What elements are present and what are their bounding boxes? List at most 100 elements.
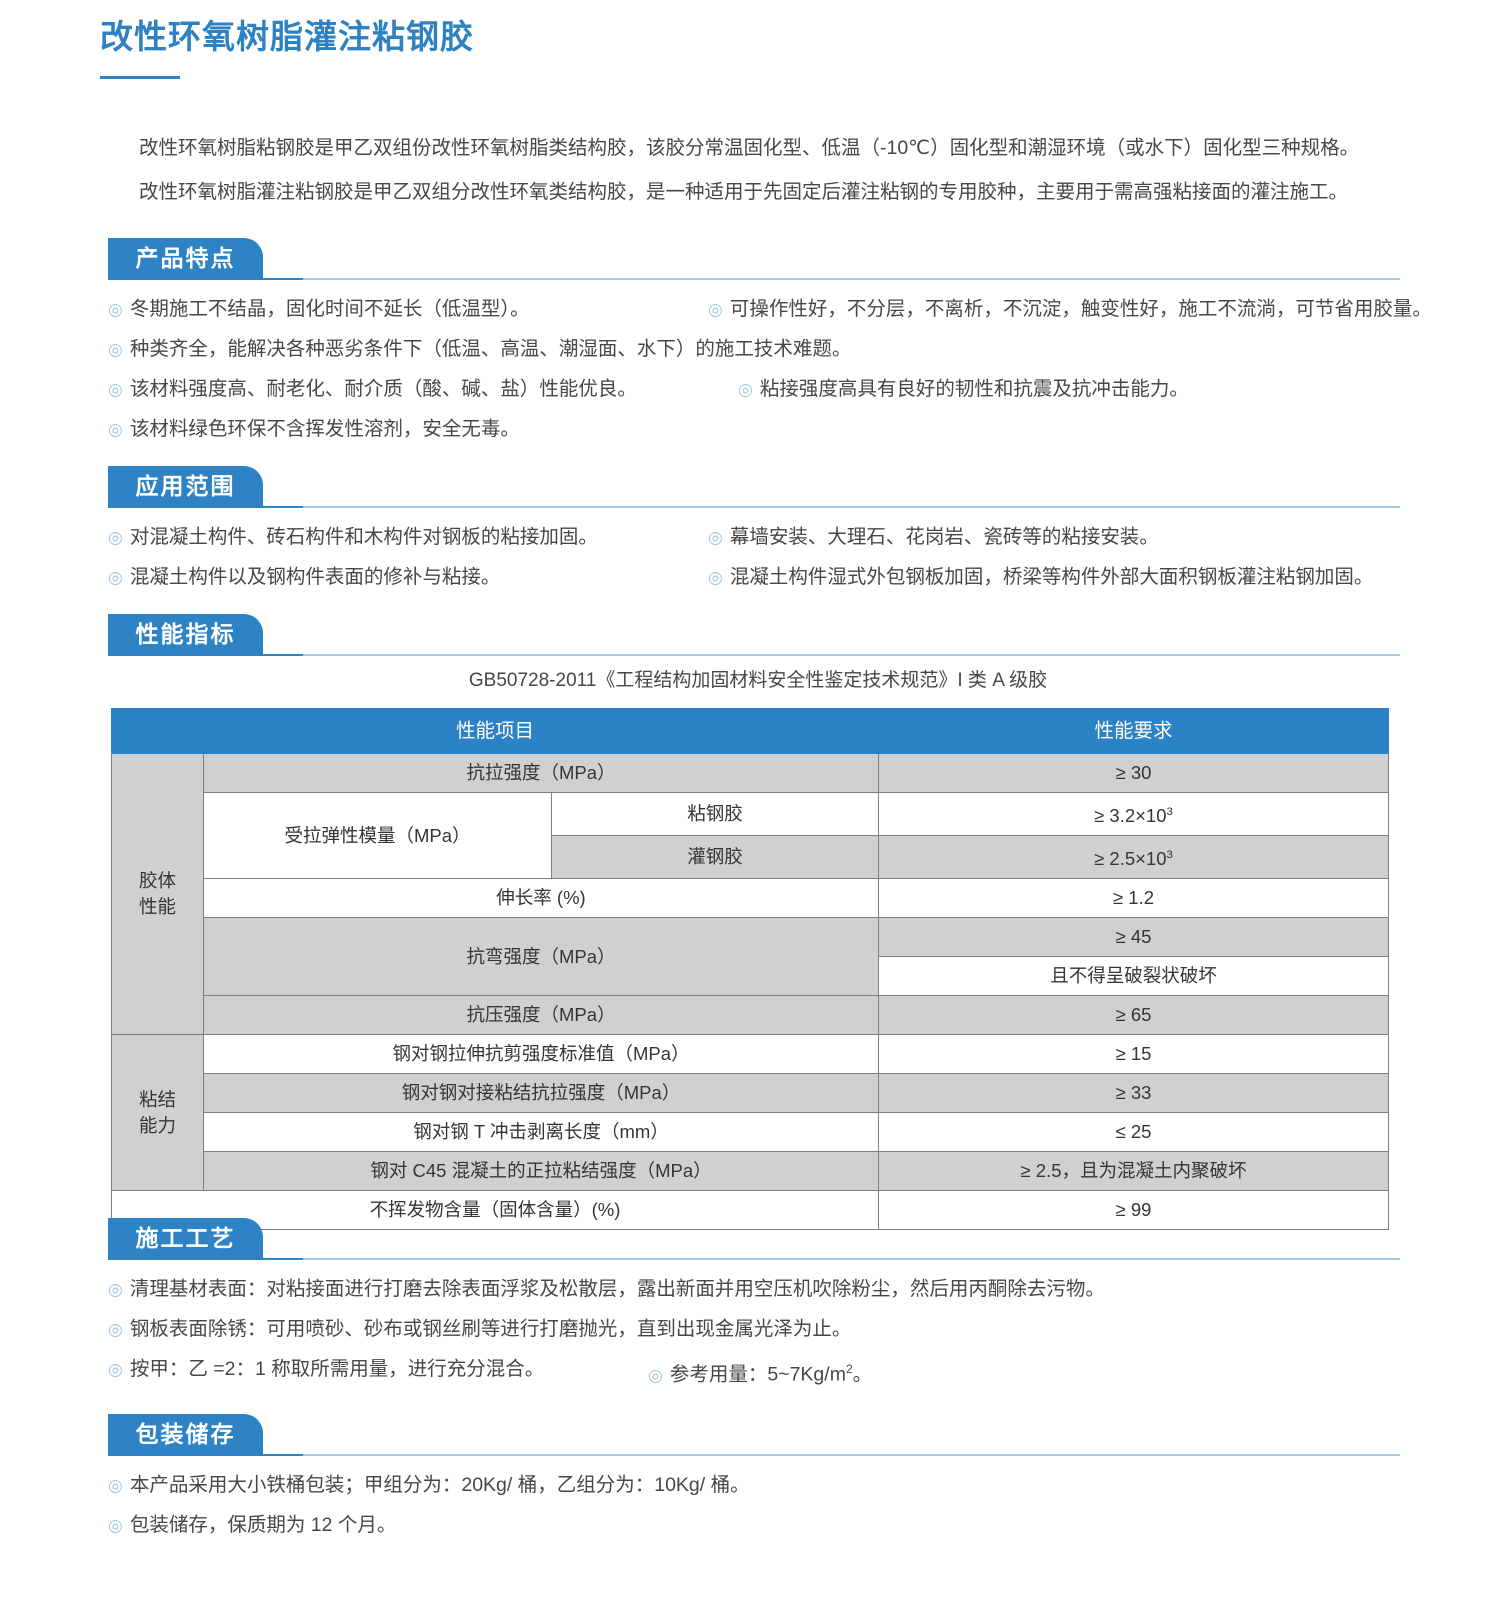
section-badge-performance: 性能指标 <box>108 614 263 654</box>
section-rule <box>108 1258 1400 1260</box>
cell-item: 受拉弹性模量（MPa） <box>203 791 552 880</box>
section-rule <box>108 654 1400 656</box>
dosage-exponent: 2 <box>845 1362 853 1376</box>
bullet-icon: ◎ <box>108 300 123 319</box>
process-list: ◎ 清理基材表面：对粘接面进行打磨去除表面浮浆及松散层，露出新面并用空压机吹除粉… <box>108 1274 1408 1391</box>
cell-requirement: ≥ 2.5×103 <box>878 835 1390 880</box>
section-badge-packaging: 包装储存 <box>108 1414 263 1454</box>
list-item: ◎ 对混凝土构件、砖石构件和木构件对钢板的粘接加固。 ◎ 幕墙安装、大理石、花岗… <box>108 522 1408 553</box>
cell-requirement: ≥ 45 <box>878 917 1390 958</box>
application-list: ◎ 对混凝土构件、砖石构件和木构件对钢板的粘接加固。 ◎ 幕墙安装、大理石、花岗… <box>108 522 1408 593</box>
list-item: ◎ 按甲：乙 =2：1 称取所需用量，进行充分混合。 ◎ 参考用量：5~7Kg/… <box>108 1354 1408 1391</box>
page-title: 改性环氧树脂灌注粘钢胶 <box>100 18 474 55</box>
category-line-1: 粘结 <box>138 1088 176 1110</box>
list-item: ◎ 该材料强度高、耐老化、耐介质（酸、碱、盐）性能优良。 ◎ 粘接强度高具有良好… <box>108 374 1408 405</box>
intro-paragraph-2: 改性环氧树脂灌注粘钢胶是甲乙双组分改性环氧类结构胶，是一种适用于先固定后灌注粘钢… <box>139 181 1349 203</box>
bullet-icon: ◎ <box>708 568 723 587</box>
cell-requirement: ≥ 30 <box>878 753 1390 793</box>
bullet-icon: ◎ <box>708 300 723 319</box>
bullet-icon: ◎ <box>108 568 123 587</box>
cell-item: 钢对钢拉伸抗剪强度标准值（MPa） <box>202 1034 880 1075</box>
bullet-icon: ◎ <box>738 380 753 399</box>
cell-item: 伸长率 (%) <box>202 878 880 919</box>
section-title-packaging: 包装储存 <box>135 1420 236 1447</box>
category-label-adhesive-body: 胶体 性能 <box>111 752 204 1036</box>
section-packaging: 包装储存 ◎ 本产品采用大小铁桶包装；甲组分为：20Kg/ 桶，乙组分为：10K… <box>108 1414 1408 1550</box>
req-base: ≥ 2.5×10 <box>1094 848 1167 870</box>
bullet-icon: ◎ <box>108 1516 123 1535</box>
table-row: 伸长率 (%) ≥ 1.2 <box>112 878 1390 919</box>
features-list: ◎ 冬期施工不结晶，固化时间不延长（低温型）。 ◎ 可操作性好，不分层，不离析，… <box>108 294 1432 445</box>
packaging-text: 包装储存，保质期为 12 个月。 <box>129 1514 397 1536</box>
section-rule <box>108 278 1400 280</box>
cell-subitem: 粘钢胶 <box>550 791 880 837</box>
section-title-application: 应用范围 <box>135 472 236 499</box>
table-row: 钢对钢 T 冲击剥离长度（mm） ≤ 25 <box>112 1112 1390 1153</box>
cell-subitem: 灌钢胶 <box>550 835 880 880</box>
cell-requirement: ≤ 25 <box>878 1112 1390 1153</box>
feature-text: 粘接强度高具有良好的韧性和抗震及抗冲击能力。 <box>759 378 1189 400</box>
section-application: 应用范围 ◎ 对混凝土构件、砖石构件和木构件对钢板的粘接加固。 ◎ 幕墙安装、大… <box>108 466 1408 602</box>
feature-text: 该材料强度高、耐老化、耐介质（酸、碱、盐）性能优良。 <box>129 378 637 400</box>
feature-text: 可操作性好，不分层，不离析，不沉淀，触变性好，施工不流淌，可节省用胶量。 <box>729 298 1432 320</box>
application-text: 对混凝土构件、砖石构件和木构件对钢板的粘接加固。 <box>129 526 598 548</box>
cell-requirement: ≥ 2.5，且为混凝土内聚破坏 <box>878 1151 1390 1192</box>
cell-item: 抗拉强度（MPa） <box>202 753 880 793</box>
bullet-icon: ◎ <box>108 420 123 439</box>
req-exponent: 3 <box>1166 806 1173 818</box>
table-row: 胶体 性能 抗拉强度（MPa） ≥ 30 <box>111 752 1390 1036</box>
category-line-1: 胶体 <box>138 870 176 892</box>
section-rule <box>108 506 1400 508</box>
intro-paragraph-1: 改性环氧树脂粘钢胶是甲乙双组份改性环氧树脂类结构胶，该胶分常温固化型、低温（-1… <box>139 137 1360 159</box>
standard-caption: GB50728-2011《工程结构加固材料安全性鉴定技术规范》I 类 A 级胶 <box>468 670 1048 691</box>
bullet-icon: ◎ <box>108 1280 123 1299</box>
application-text: 混凝土构件湿式外包钢板加固，桥梁等构件外部大面积钢板灌注粘钢加固。 <box>729 566 1374 588</box>
cell-requirement: ≥ 65 <box>878 995 1390 1036</box>
table-header-row: 性能项目 性能要求 <box>110 708 1390 754</box>
bullet-icon: ◎ <box>108 1360 123 1379</box>
list-item: ◎ 钢板表面除锈：可用喷砂、砂布或钢丝刷等进行打磨抛光，直到出现金属光泽为止。 <box>108 1314 1408 1345</box>
list-item: ◎ 混凝土构件以及钢构件表面的修补与粘接。 ◎ 混凝土构件湿式外包钢板加固，桥梁… <box>108 562 1408 593</box>
table-header-requirement: 性能要求 <box>878 708 1390 754</box>
list-item: ◎ 冬期施工不结晶，固化时间不延长（低温型）。 ◎ 可操作性好，不分层，不离析，… <box>108 294 1432 325</box>
bullet-icon: ◎ <box>108 1476 123 1495</box>
cell-requirement: ≥ 15 <box>878 1034 1390 1075</box>
cell-requirement: ≥ 99 <box>878 1190 1390 1231</box>
req-exponent: 3 <box>1166 849 1173 862</box>
intro-block: 改性环氧树脂粘钢胶是甲乙双组份改性环氧树脂类结构胶，该胶分常温固化型、低温（-1… <box>100 133 1420 221</box>
section-title-process: 施工工艺 <box>135 1224 236 1251</box>
section-header-features: 产品特点 <box>108 238 1408 280</box>
cell-requirement: ≥ 33 <box>878 1073 1390 1114</box>
list-item: ◎ 本产品采用大小铁桶包装；甲组分为：20Kg/ 桶，乙组分为：10Kg/ 桶。 <box>108 1470 1408 1501</box>
section-features: 产品特点 ◎ 冬期施工不结晶，固化时间不延长（低温型）。 ◎ 可操作性好，不分层… <box>108 238 1432 454</box>
req-base: ≥ 3.2×10 <box>1094 805 1167 827</box>
process-ratio-text: 按甲：乙 =2：1 称取所需用量，进行充分混合。 <box>129 1358 545 1380</box>
table-row: 且不得呈破裂状破坏 <box>112 956 1390 997</box>
section-process: 施工工艺 ◎ 清理基材表面：对粘接面进行打磨去除表面浮浆及松散层，露出新面并用空… <box>108 1218 1408 1400</box>
application-text: 混凝土构件以及钢构件表面的修补与粘接。 <box>129 566 501 588</box>
cell-item: 抗弯强度（MPa） <box>202 917 880 997</box>
table-row: 钢对钢对接粘结抗拉强度（MPa） ≥ 33 <box>112 1073 1390 1114</box>
list-item: ◎ 清理基材表面：对粘接面进行打磨去除表面浮浆及松散层，露出新面并用空压机吹除粉… <box>108 1274 1408 1305</box>
cell-item: 钢对钢对接粘结抗拉强度（MPa） <box>202 1073 880 1114</box>
dosage-tail: 。 <box>852 1363 873 1386</box>
section-badge-features: 产品特点 <box>108 238 263 278</box>
section-title-features: 产品特点 <box>135 244 236 271</box>
section-rule <box>108 1454 1400 1456</box>
cell-item: 钢对钢 T 冲击剥离长度（mm） <box>202 1112 880 1153</box>
cell-requirement: 且不得呈破裂状破坏 <box>878 956 1390 997</box>
bullet-icon: ◎ <box>648 1365 663 1385</box>
performance-table: 性能项目 性能要求 胶体 性能 抗拉强度（MPa） ≥ 30 受拉弹性模量（MP… <box>110 708 1390 1231</box>
process-text: 清理基材表面：对粘接面进行打磨去除表面浮浆及松散层，露出新面并用空压机吹除粉尘，… <box>129 1278 1105 1300</box>
packaging-text: 本产品采用大小铁桶包装；甲组分为：20Kg/ 桶，乙组分为：10Kg/ 桶。 <box>129 1474 750 1496</box>
table-row: 粘结 能力 钢对钢拉伸抗剪强度标准值（MPa） ≥ 15 <box>111 1034 1390 1192</box>
cell-requirement: ≥ 1.2 <box>878 878 1390 919</box>
section-title-performance: 性能指标 <box>135 620 236 647</box>
table-row: 抗压强度（MPa） ≥ 65 <box>112 995 1390 1036</box>
list-item: ◎ 该材料绿色环保不含挥发性溶剂，安全无毒。 <box>108 414 1408 445</box>
category-line-2: 性能 <box>138 896 176 918</box>
process-text: 钢板表面除锈：可用喷砂、砂布或钢丝刷等进行打磨抛光，直到出现金属光泽为止。 <box>129 1318 852 1340</box>
bullet-icon: ◎ <box>708 528 723 547</box>
cell-requirement: ≥ 3.2×103 <box>878 791 1390 837</box>
section-performance: 性能指标 GB50728-2011《工程结构加固材料安全性鉴定技术规范》I 类 … <box>108 614 1408 1231</box>
